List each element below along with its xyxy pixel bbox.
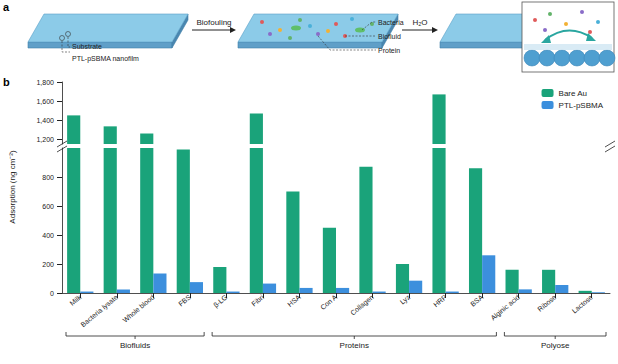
svg-text:Ribose: Ribose [536,293,557,312]
svg-text:Con A: Con A [319,293,338,311]
svg-text:Proteins: Proteins [340,341,369,350]
svg-text:a: a [3,1,10,13]
svg-text:Collagen: Collagen [349,293,375,317]
svg-text:Milk: Milk [68,293,82,307]
svg-text:b: b [3,76,10,88]
svg-text:PTL-pSBMA: PTL-pSBMA [559,101,604,110]
svg-text:Protein: Protein [378,47,400,54]
svg-text:400: 400 [42,232,54,239]
svg-text:Substrate: Substrate [72,43,102,50]
svg-text:1,800: 1,800 [36,79,54,86]
svg-text:Bacteria lysate: Bacteria lysate [79,293,119,329]
svg-text:HRP: HRP [432,293,448,308]
svg-text:Alginic acid: Alginic acid [489,293,521,322]
svg-text:BSA: BSA [469,293,484,308]
svg-text:Biofluids: Biofluids [120,341,150,350]
svg-text:Adsorption (ng cm⁻²): Adsorption (ng cm⁻²) [8,150,17,224]
svg-text:1,200: 1,200 [36,136,54,143]
svg-text:Bare Au: Bare Au [559,89,587,98]
svg-text:0: 0 [50,290,54,297]
svg-text:Bacteria: Bacteria [378,19,404,26]
svg-text:800: 800 [42,174,54,181]
svg-text:Whole blood: Whole blood [121,293,155,323]
svg-text:Lyz: Lyz [399,293,413,306]
svg-text:Biofouling: Biofouling [196,18,231,27]
svg-text:Lactose: Lactose [571,293,594,314]
svg-text:β-LG: β-LG [212,293,229,309]
svg-text:600: 600 [42,203,54,210]
svg-text:HSA: HSA [286,293,302,308]
svg-text:200: 200 [42,261,54,268]
svg-text:FBS: FBS [177,293,192,307]
svg-text:Polyose: Polyose [541,341,570,350]
svg-text:1,400: 1,400 [36,117,54,124]
svg-text:Biofluid: Biofluid [378,33,401,40]
svg-text:PTL-pSBMA nanofilm: PTL-pSBMA nanofilm [72,55,139,63]
svg-text:H₂O: H₂O [412,18,427,27]
svg-text:1,600: 1,600 [36,98,54,105]
svg-text:Fibri: Fibri [250,293,265,307]
